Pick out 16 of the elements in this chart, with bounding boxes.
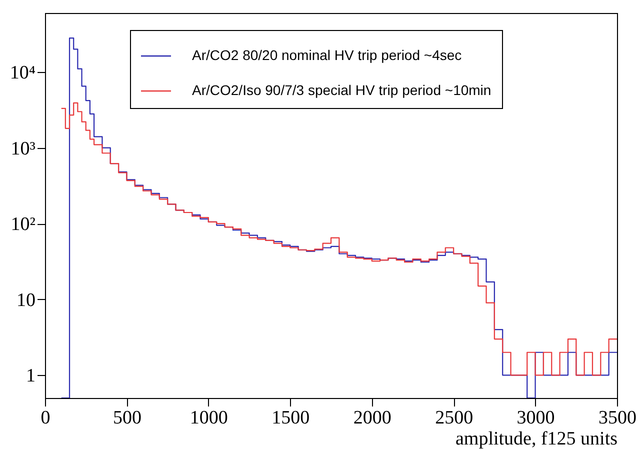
x-tick-label: 1000 — [190, 408, 228, 428]
x-tick-label: 2500 — [435, 408, 474, 428]
y-tick-label: 1 — [26, 366, 36, 387]
x-tick-label: 3500 — [598, 408, 636, 428]
y-tick-label: 10³ — [10, 138, 36, 160]
x-tick-label: 1500 — [272, 408, 310, 428]
x-tick-label: 3000 — [516, 408, 555, 428]
x-tick-label: 0 — [40, 408, 50, 428]
y-tick-label: 10⁴ — [10, 62, 36, 84]
x-axis-title: amplitude, f125 units — [455, 428, 618, 449]
legend-label: Ar/CO2/Iso 90/7/3 special HV trip period ~10min — [192, 82, 492, 98]
y-tick-label: 10² — [10, 214, 36, 236]
x-tick-label: 500 — [112, 408, 142, 428]
x-tick-label: 2000 — [353, 408, 392, 428]
legend-label: Ar/CO2 80/20 nominal HV trip period ~4sec — [192, 47, 462, 63]
y-tick-label: 10 — [16, 290, 36, 311]
